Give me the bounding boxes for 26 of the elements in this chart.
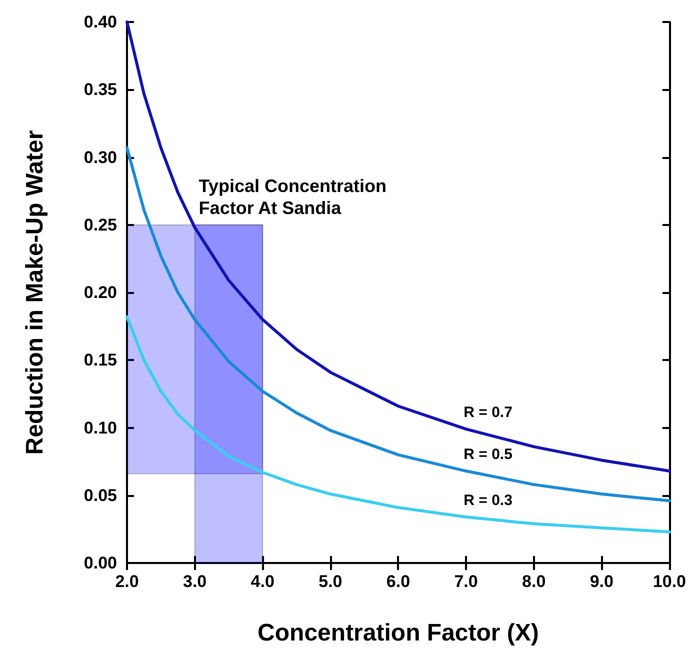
x-tick-label: 4.0: [250, 572, 274, 591]
series-label: R = 0.7: [464, 404, 512, 422]
x-tick-label: 6.0: [386, 572, 410, 591]
annotation: Typical Concentration Factor At Sandia: [198, 176, 392, 218]
y-tick-label: 0.00: [84, 554, 117, 572]
x-tick-label: 5.0: [318, 572, 342, 591]
x-axis-title: Concentration Factor (X): [258, 620, 539, 646]
x-tick-label: 2.0: [115, 572, 139, 591]
y-axis-title: Reduction in Make-Up Water: [22, 130, 48, 455]
y-tick-label: 0.10: [84, 418, 117, 438]
y-tick-label: 0.40: [84, 12, 117, 32]
series-label: R = 0.5: [464, 446, 512, 464]
x-tick-label: 7.0: [454, 572, 478, 591]
y-tick-label: 0.30: [84, 148, 117, 167]
series-label: R = 0.3: [464, 492, 512, 510]
x-tick-label: 10.0: [652, 572, 686, 591]
y-tick-label: 0.20: [84, 283, 117, 302]
line-series: [126, 315, 671, 534]
x-tick-label: 3.0: [182, 572, 207, 591]
x-tick-label: 8.0: [522, 572, 546, 591]
x-tick-label: 9.0: [590, 572, 614, 591]
y-tick-label: 0.05: [84, 486, 117, 505]
y-tick-label: 0.15: [84, 350, 117, 370]
y-tick-label: 0.25: [84, 215, 117, 234]
line-series: [126, 20, 671, 473]
y-tick-label: 0.35: [84, 80, 117, 100]
